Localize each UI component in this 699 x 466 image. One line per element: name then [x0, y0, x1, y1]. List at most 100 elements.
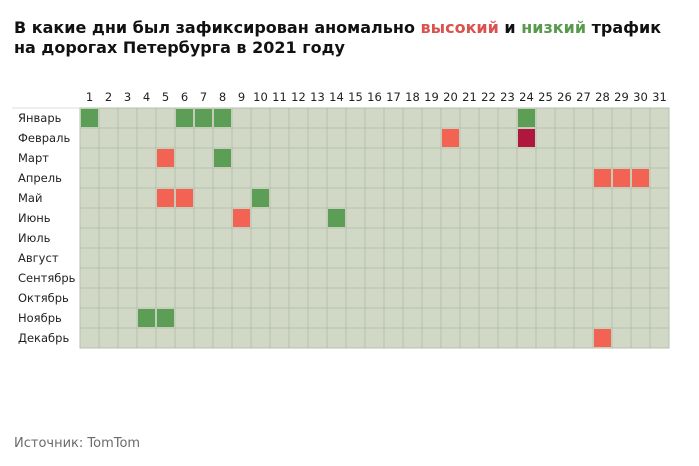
- grid-cell: [497, 127, 518, 149]
- grid-cell: [535, 247, 556, 269]
- grid-cell: [573, 127, 594, 149]
- grid-cell: [288, 267, 309, 289]
- grid-cell: [573, 207, 594, 229]
- grid-cell: [459, 147, 480, 169]
- day-tick-label: 27: [576, 90, 591, 104]
- grid-cell: [592, 287, 613, 309]
- grid-cell: [98, 247, 119, 269]
- grid-cell: [554, 167, 575, 189]
- grid-cell: [288, 107, 309, 129]
- grid-cell: [516, 327, 537, 349]
- grid-cell: [611, 227, 632, 249]
- grid-cell: [79, 187, 100, 209]
- grid-cell: [440, 167, 461, 189]
- grid-cell: [440, 307, 461, 329]
- grid-cell: [307, 187, 328, 209]
- grid-cell: [649, 327, 670, 349]
- grid-cell: [421, 307, 442, 329]
- grid-cell: [611, 267, 632, 289]
- grid-cell: [212, 127, 233, 149]
- grid-cell: [155, 287, 176, 309]
- cell-low: [214, 149, 231, 167]
- grid-cell: [250, 267, 271, 289]
- grid-cell: [98, 327, 119, 349]
- day-tick-label: 12: [291, 90, 306, 104]
- grid-cell: [231, 267, 252, 289]
- grid-cell: [98, 207, 119, 229]
- day-tick-label: 16: [367, 90, 382, 104]
- title-mid: и: [498, 18, 522, 37]
- grid-cell: [174, 127, 195, 149]
- grid-cell: [326, 127, 347, 149]
- grid-cell: [383, 187, 404, 209]
- grid-cell: [288, 227, 309, 249]
- grid-cell: [98, 267, 119, 289]
- grid-cell: [611, 147, 632, 169]
- grid-cell: [269, 267, 290, 289]
- cell-low: [214, 109, 231, 127]
- grid-cell: [421, 107, 442, 129]
- grid-cell: [364, 187, 385, 209]
- grid-cell: [611, 127, 632, 149]
- grid-cell: [497, 287, 518, 309]
- grid-cell: [383, 247, 404, 269]
- grid-cell: [174, 227, 195, 249]
- grid-cell: [155, 267, 176, 289]
- day-tick-label: 29: [614, 90, 629, 104]
- grid-cell: [79, 227, 100, 249]
- grid-cell: [250, 147, 271, 169]
- grid-cell: [440, 147, 461, 169]
- grid-cell: [307, 267, 328, 289]
- grid-cell: [326, 227, 347, 249]
- title-high-word: высокий: [420, 18, 499, 37]
- month-tick-label: Июнь: [18, 211, 51, 225]
- grid-cell: [269, 107, 290, 129]
- grid-cell: [535, 147, 556, 169]
- grid-cell: [98, 187, 119, 209]
- month-tick-label: Май: [18, 191, 42, 205]
- grid-cell: [212, 327, 233, 349]
- grid-cell: [497, 327, 518, 349]
- grid-cell: [174, 247, 195, 269]
- grid-cell: [136, 327, 157, 349]
- grid-cell: [478, 307, 499, 329]
- grid-cell: [516, 227, 537, 249]
- grid-cell: [364, 287, 385, 309]
- grid-cell: [269, 127, 290, 149]
- day-tick-label: 28: [595, 90, 610, 104]
- grid-cell: [155, 327, 176, 349]
- grid-cell: [459, 307, 480, 329]
- grid-cell: [288, 167, 309, 189]
- grid-cell: [459, 227, 480, 249]
- grid-cell: [535, 267, 556, 289]
- grid-cell: [269, 147, 290, 169]
- grid-cell: [459, 107, 480, 129]
- grid-cell: [459, 187, 480, 209]
- grid-cell: [117, 327, 138, 349]
- grid-cell: [535, 207, 556, 229]
- grid-cell: [440, 247, 461, 269]
- cell-high: [157, 189, 174, 207]
- grid-cell: [611, 107, 632, 129]
- grid-cell: [478, 107, 499, 129]
- grid-cell: [459, 247, 480, 269]
- grid-cell: [212, 287, 233, 309]
- grid-cell: [117, 267, 138, 289]
- grid-cell: [478, 267, 499, 289]
- grid-cell: [155, 227, 176, 249]
- grid-cell: [136, 207, 157, 229]
- grid-cell: [345, 307, 366, 329]
- grid-cell: [516, 267, 537, 289]
- grid-cell: [364, 247, 385, 269]
- grid-cell: [231, 187, 252, 209]
- grid-cell: [402, 147, 423, 169]
- grid-cell: [193, 127, 214, 149]
- grid-cell: [288, 247, 309, 269]
- cell-low: [518, 109, 535, 127]
- grid-cell: [630, 267, 651, 289]
- day-tick-label: 20: [443, 90, 458, 104]
- grid-cell: [288, 147, 309, 169]
- grid-cell: [136, 287, 157, 309]
- grid-cell: [649, 127, 670, 149]
- grid-cell: [478, 147, 499, 169]
